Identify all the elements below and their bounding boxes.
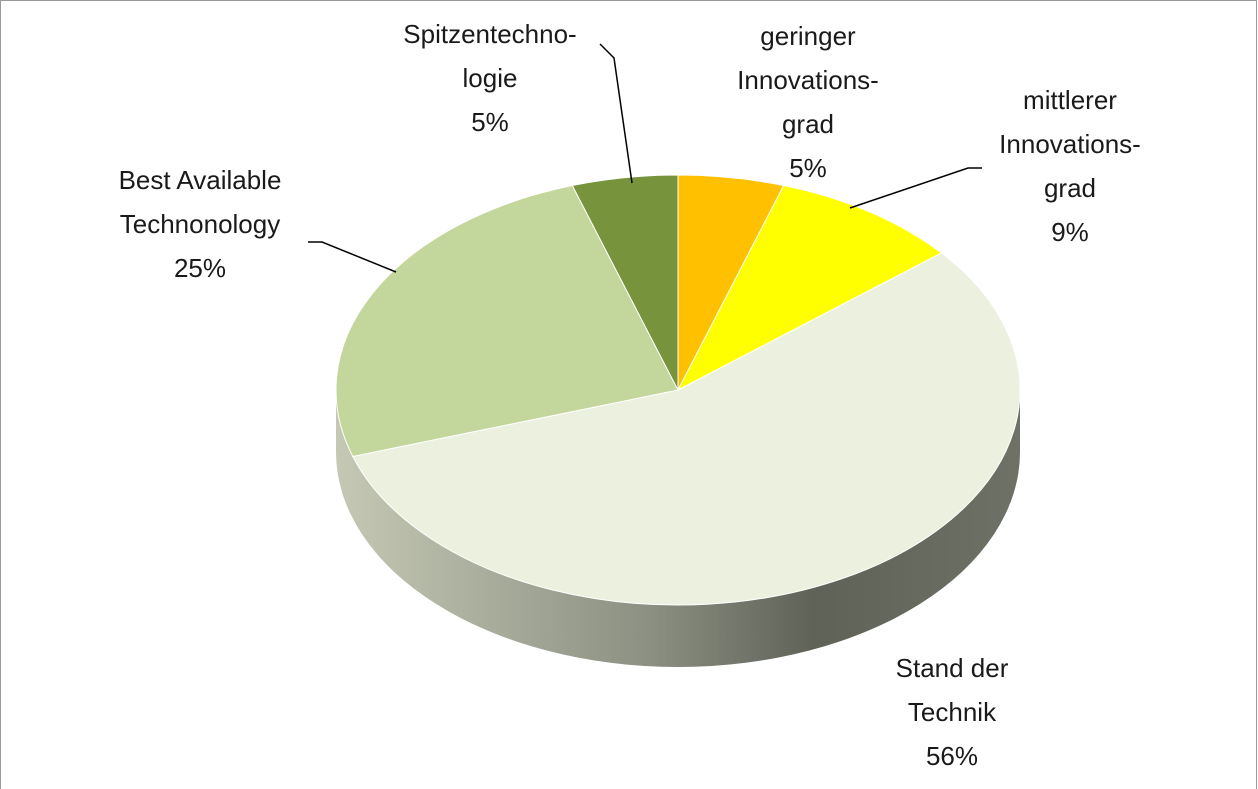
slice-value-label: 56% bbox=[926, 741, 978, 771]
pie bbox=[335, 174, 1021, 667]
slice-value-label: 25% bbox=[174, 253, 226, 283]
leader-line bbox=[308, 241, 397, 273]
slice-value-label: 9% bbox=[1051, 217, 1089, 247]
slice-label: geringer Innovations-grad bbox=[737, 21, 879, 139]
labels: geringer Innovations-grad 5% mittlerer Innov… bbox=[119, 19, 1141, 771]
pie-slice bbox=[676, 184, 943, 392]
leader-line bbox=[599, 43, 633, 184]
pie-slice bbox=[571, 174, 679, 391]
slice-label: Stand der Technik bbox=[896, 653, 1009, 727]
pie-slice bbox=[351, 252, 1021, 606]
slice-value-label: 5% bbox=[789, 153, 827, 183]
slice-label: mittlerer Innovations-grad bbox=[999, 85, 1141, 203]
slice-label: Best Available Technonology bbox=[119, 165, 282, 239]
pie-slice bbox=[335, 184, 679, 458]
slice-label: Spitzentechno-logie bbox=[403, 19, 576, 93]
pie-side bbox=[336, 390, 1020, 667]
slice-value-label: 5% bbox=[471, 107, 509, 137]
leader-line bbox=[849, 167, 982, 209]
